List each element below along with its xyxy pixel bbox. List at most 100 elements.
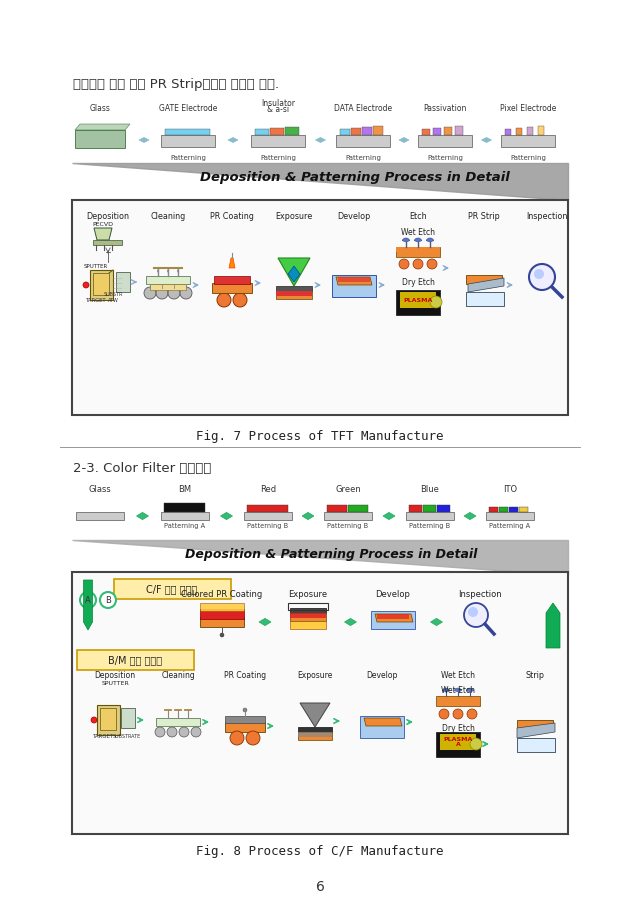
Circle shape (191, 727, 201, 737)
FancyBboxPatch shape (276, 291, 312, 299)
Wedge shape (467, 688, 474, 692)
FancyBboxPatch shape (290, 608, 326, 613)
Ellipse shape (177, 270, 179, 272)
FancyBboxPatch shape (466, 292, 504, 306)
FancyBboxPatch shape (165, 129, 210, 135)
FancyBboxPatch shape (161, 135, 215, 147)
Text: SPUTTER: SPUTTER (84, 264, 108, 269)
FancyBboxPatch shape (290, 613, 326, 618)
FancyBboxPatch shape (77, 650, 194, 670)
Text: Insulator: Insulator (261, 99, 295, 108)
FancyBboxPatch shape (72, 200, 568, 415)
Circle shape (220, 633, 224, 637)
Text: Deposition & Patterning Process in Detail: Deposition & Patterning Process in Detai… (185, 548, 477, 560)
FancyBboxPatch shape (422, 129, 430, 135)
FancyBboxPatch shape (360, 716, 404, 738)
Ellipse shape (167, 270, 169, 272)
FancyBboxPatch shape (440, 734, 476, 750)
Wedge shape (426, 238, 434, 242)
FancyBboxPatch shape (114, 579, 231, 599)
Circle shape (399, 259, 409, 269)
FancyBboxPatch shape (519, 507, 528, 512)
Circle shape (80, 592, 96, 608)
Text: GATE Electrode: GATE Electrode (159, 104, 217, 113)
Text: Glass: Glass (90, 104, 111, 113)
Text: Deposition: Deposition (95, 671, 136, 680)
FancyBboxPatch shape (396, 247, 440, 252)
Polygon shape (383, 512, 395, 519)
FancyBboxPatch shape (161, 512, 209, 520)
Circle shape (467, 709, 477, 719)
Circle shape (180, 287, 192, 299)
FancyBboxPatch shape (214, 276, 250, 284)
Text: TARGET: TARGET (92, 734, 114, 739)
Polygon shape (300, 703, 330, 727)
FancyBboxPatch shape (270, 128, 284, 135)
Polygon shape (364, 718, 402, 726)
Circle shape (529, 264, 555, 290)
FancyBboxPatch shape (400, 292, 436, 308)
FancyBboxPatch shape (433, 128, 441, 135)
FancyBboxPatch shape (489, 507, 498, 512)
FancyBboxPatch shape (298, 732, 332, 737)
Text: Deposition: Deposition (86, 212, 129, 221)
FancyBboxPatch shape (499, 507, 508, 512)
Text: Wet Etch: Wet Etch (441, 686, 475, 695)
Text: 6: 6 (316, 880, 324, 894)
Circle shape (430, 296, 442, 308)
Circle shape (464, 603, 488, 627)
Text: C/F 단위 공정도: C/F 단위 공정도 (147, 584, 198, 594)
Polygon shape (336, 277, 372, 285)
Wedge shape (403, 238, 410, 242)
FancyBboxPatch shape (76, 512, 124, 520)
FancyBboxPatch shape (396, 290, 440, 315)
FancyBboxPatch shape (156, 718, 200, 726)
Text: Develop: Develop (376, 590, 410, 599)
FancyBboxPatch shape (509, 507, 518, 512)
Text: Exposure: Exposure (289, 590, 328, 599)
FancyBboxPatch shape (276, 291, 312, 296)
Text: Cleaning: Cleaning (161, 671, 195, 680)
Text: Patterning B: Patterning B (410, 523, 451, 529)
Polygon shape (90, 270, 113, 300)
Wedge shape (414, 238, 422, 242)
Polygon shape (517, 723, 555, 738)
Circle shape (167, 727, 177, 737)
FancyBboxPatch shape (332, 275, 376, 297)
Text: Patterning B: Patterning B (328, 523, 369, 529)
Text: Blue: Blue (420, 485, 440, 494)
Text: A: A (85, 595, 91, 605)
Polygon shape (97, 705, 120, 735)
FancyBboxPatch shape (505, 129, 511, 135)
Polygon shape (288, 266, 300, 282)
FancyBboxPatch shape (486, 512, 534, 520)
FancyBboxPatch shape (517, 738, 555, 752)
FancyBboxPatch shape (121, 708, 135, 728)
FancyBboxPatch shape (285, 127, 299, 135)
Circle shape (453, 709, 463, 719)
Text: PLASMA: PLASMA (403, 298, 433, 302)
FancyBboxPatch shape (338, 277, 370, 282)
FancyBboxPatch shape (362, 127, 372, 135)
Circle shape (246, 731, 260, 745)
Text: PLASMA
A: PLASMA A (444, 737, 473, 748)
Text: 2-3. Color Filter 제조공정: 2-3. Color Filter 제조공정 (73, 462, 211, 475)
FancyArrow shape (83, 580, 93, 630)
Polygon shape (517, 720, 553, 728)
Text: Deposition & Patterning Process in Detail: Deposition & Patterning Process in Detai… (200, 172, 509, 185)
FancyBboxPatch shape (72, 572, 568, 834)
Polygon shape (136, 512, 148, 519)
Text: Glass: Glass (88, 485, 111, 494)
Text: Wet Etch: Wet Etch (401, 228, 435, 237)
Polygon shape (399, 138, 409, 142)
Polygon shape (316, 138, 326, 142)
FancyBboxPatch shape (290, 613, 326, 621)
FancyBboxPatch shape (418, 135, 472, 147)
FancyBboxPatch shape (116, 272, 130, 292)
Circle shape (83, 282, 89, 288)
Text: Patterning A: Patterning A (164, 523, 205, 529)
FancyBboxPatch shape (336, 135, 390, 147)
Text: ITO: ITO (503, 485, 517, 494)
FancyBboxPatch shape (244, 512, 292, 520)
Text: TARGET: TARGET (86, 298, 106, 303)
